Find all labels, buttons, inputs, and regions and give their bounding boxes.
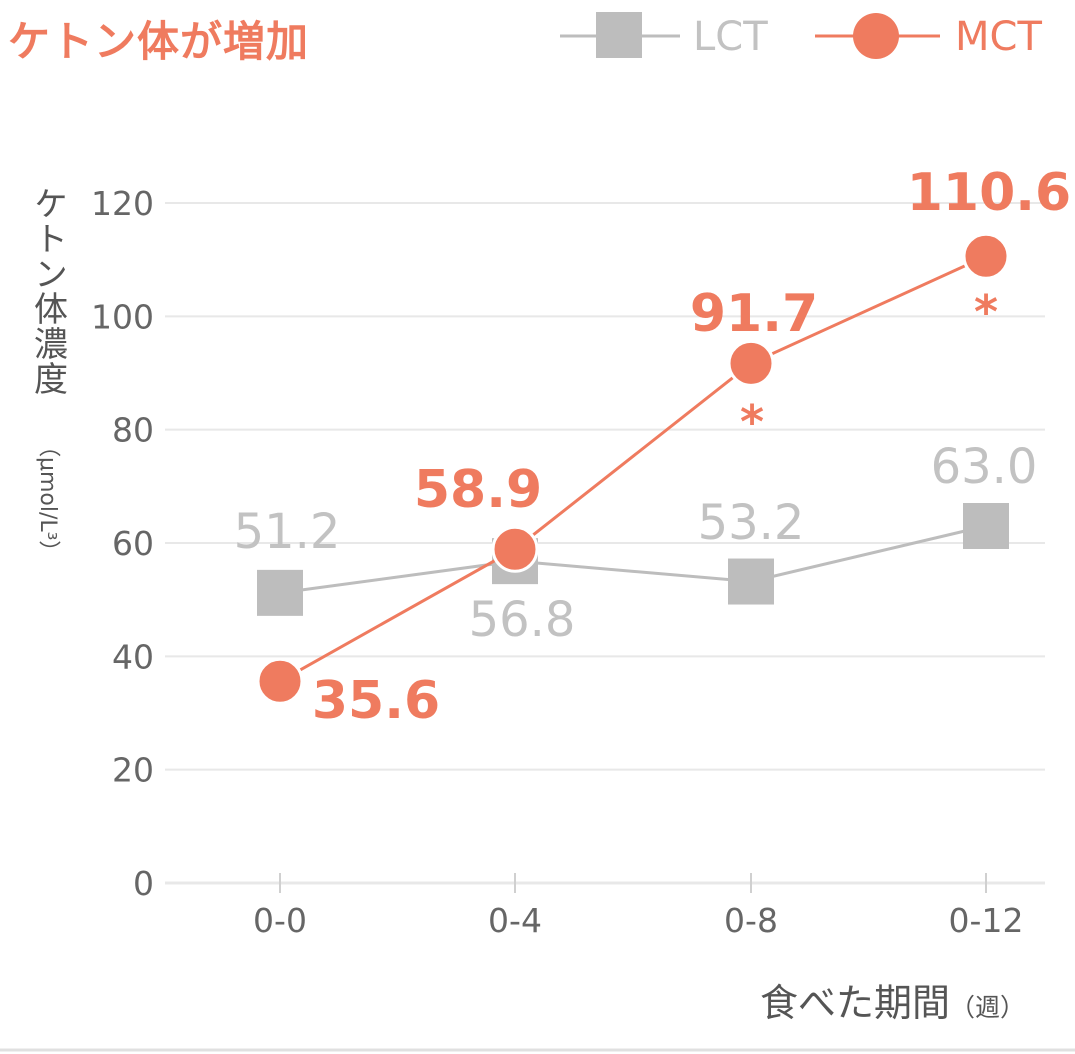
x-axis-unit: （週） <box>950 993 1026 1022</box>
y-tick-label: 0 <box>133 864 154 903</box>
y-tick-label: 40 <box>112 637 154 676</box>
y-axis-label: ケトン体濃度 （μmol/L³） <box>22 186 72 594</box>
mct-value-label: 110.6 <box>907 163 1071 223</box>
legend-mct-label: MCT <box>955 14 1042 60</box>
x-tick-label: 0-4 <box>488 901 542 940</box>
x-axis-title: 食べた期間 <box>760 981 951 1025</box>
mct-value-label: 91.7 <box>690 284 818 344</box>
x-tick-label: 0-0 <box>253 901 307 940</box>
mct-value-label: 58.9 <box>414 460 542 520</box>
chart-title: ケトン体が増加 <box>8 17 310 66</box>
lct-marker <box>257 569 303 616</box>
legend-mct-marker <box>853 13 899 59</box>
significance-asterisk: * <box>974 285 998 339</box>
legend-lct-label: LCT <box>693 14 768 60</box>
lct-marker <box>728 558 774 605</box>
lct-value-label: 51.2 <box>234 504 341 560</box>
mct-marker <box>727 339 775 387</box>
significance-asterisk: * <box>740 395 764 449</box>
y-tick-label: 60 <box>112 524 154 563</box>
mct-value-label: 35.6 <box>312 671 440 731</box>
lct-value-label: 63.0 <box>931 439 1038 495</box>
y-axis-title: ケトン体濃度 <box>27 186 68 396</box>
x-axis-label: 食べた期間（週） <box>760 972 1025 1027</box>
lct-series-line <box>279 524 987 595</box>
mct-marker <box>491 525 539 573</box>
legend-lct-marker <box>596 12 642 58</box>
lct-value-label: 56.8 <box>469 592 576 648</box>
y-axis-unit: （μmol/L³） <box>35 435 60 563</box>
x-tick-label: 0-12 <box>949 901 1024 940</box>
y-tick-label: 120 <box>91 184 154 223</box>
mct-marker <box>256 657 304 705</box>
lct-marker <box>963 503 1009 549</box>
lct-value-label: 53.2 <box>698 495 805 551</box>
legend: LCT MCT <box>560 12 1042 60</box>
mct-marker <box>962 232 1010 280</box>
y-tick-label: 20 <box>112 751 154 790</box>
y-tick-label: 100 <box>91 297 154 336</box>
mct-series-line <box>279 254 987 683</box>
x-tick-label: 0-8 <box>724 901 778 940</box>
y-tick-label: 80 <box>112 411 154 450</box>
